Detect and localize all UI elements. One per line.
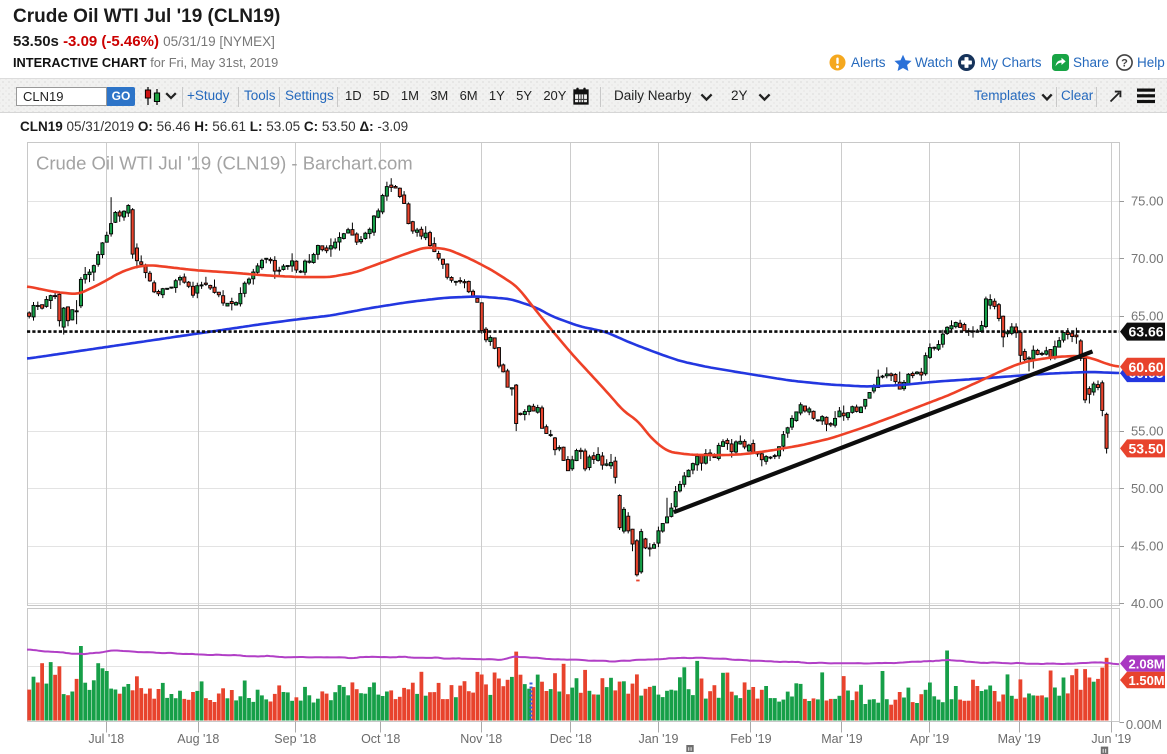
svg-text:50.00: 50.00 — [1131, 481, 1164, 496]
svg-text:63.66: 63.66 — [1129, 324, 1164, 340]
svg-text:0.00M: 0.00M — [1126, 717, 1162, 732]
svg-text:Crude Oil WTI Jul '19 (CLN19): Crude Oil WTI Jul '19 (CLN19) - Barchart… — [36, 153, 413, 174]
svg-text:Dec '18: Dec '18 — [550, 732, 592, 746]
svg-text:1.50M: 1.50M — [1129, 673, 1165, 688]
svg-text:53.50: 53.50 — [1129, 440, 1164, 456]
svg-text:May '19: May '19 — [998, 732, 1041, 746]
svg-text:Feb '19: Feb '19 — [730, 732, 771, 746]
svg-text:55.00: 55.00 — [1131, 424, 1164, 439]
svg-text:Aug '18: Aug '18 — [177, 732, 219, 746]
svg-text:Oct '18: Oct '18 — [361, 732, 400, 746]
svg-text:Jul '18: Jul '18 — [88, 732, 124, 746]
svg-text:?: ? — [1121, 57, 1128, 69]
svg-text:Apr '19: Apr '19 — [910, 732, 949, 746]
svg-text:45.00: 45.00 — [1131, 539, 1164, 554]
svg-text:65.00: 65.00 — [1131, 309, 1164, 324]
svg-text:40.00: 40.00 — [1131, 596, 1164, 611]
svg-text:70.00: 70.00 — [1131, 251, 1164, 266]
svg-text:75.00: 75.00 — [1131, 194, 1164, 209]
svg-text:60.60: 60.60 — [1129, 359, 1164, 375]
svg-text:Jun '19: Jun '19 — [1091, 732, 1131, 746]
svg-text:Mar '19: Mar '19 — [821, 732, 862, 746]
svg-text:2.08M: 2.08M — [1129, 657, 1165, 672]
svg-text:Sep '18: Sep '18 — [274, 732, 316, 746]
svg-text:Jan '19: Jan '19 — [639, 732, 679, 746]
svg-text:Nov '18: Nov '18 — [460, 732, 502, 746]
